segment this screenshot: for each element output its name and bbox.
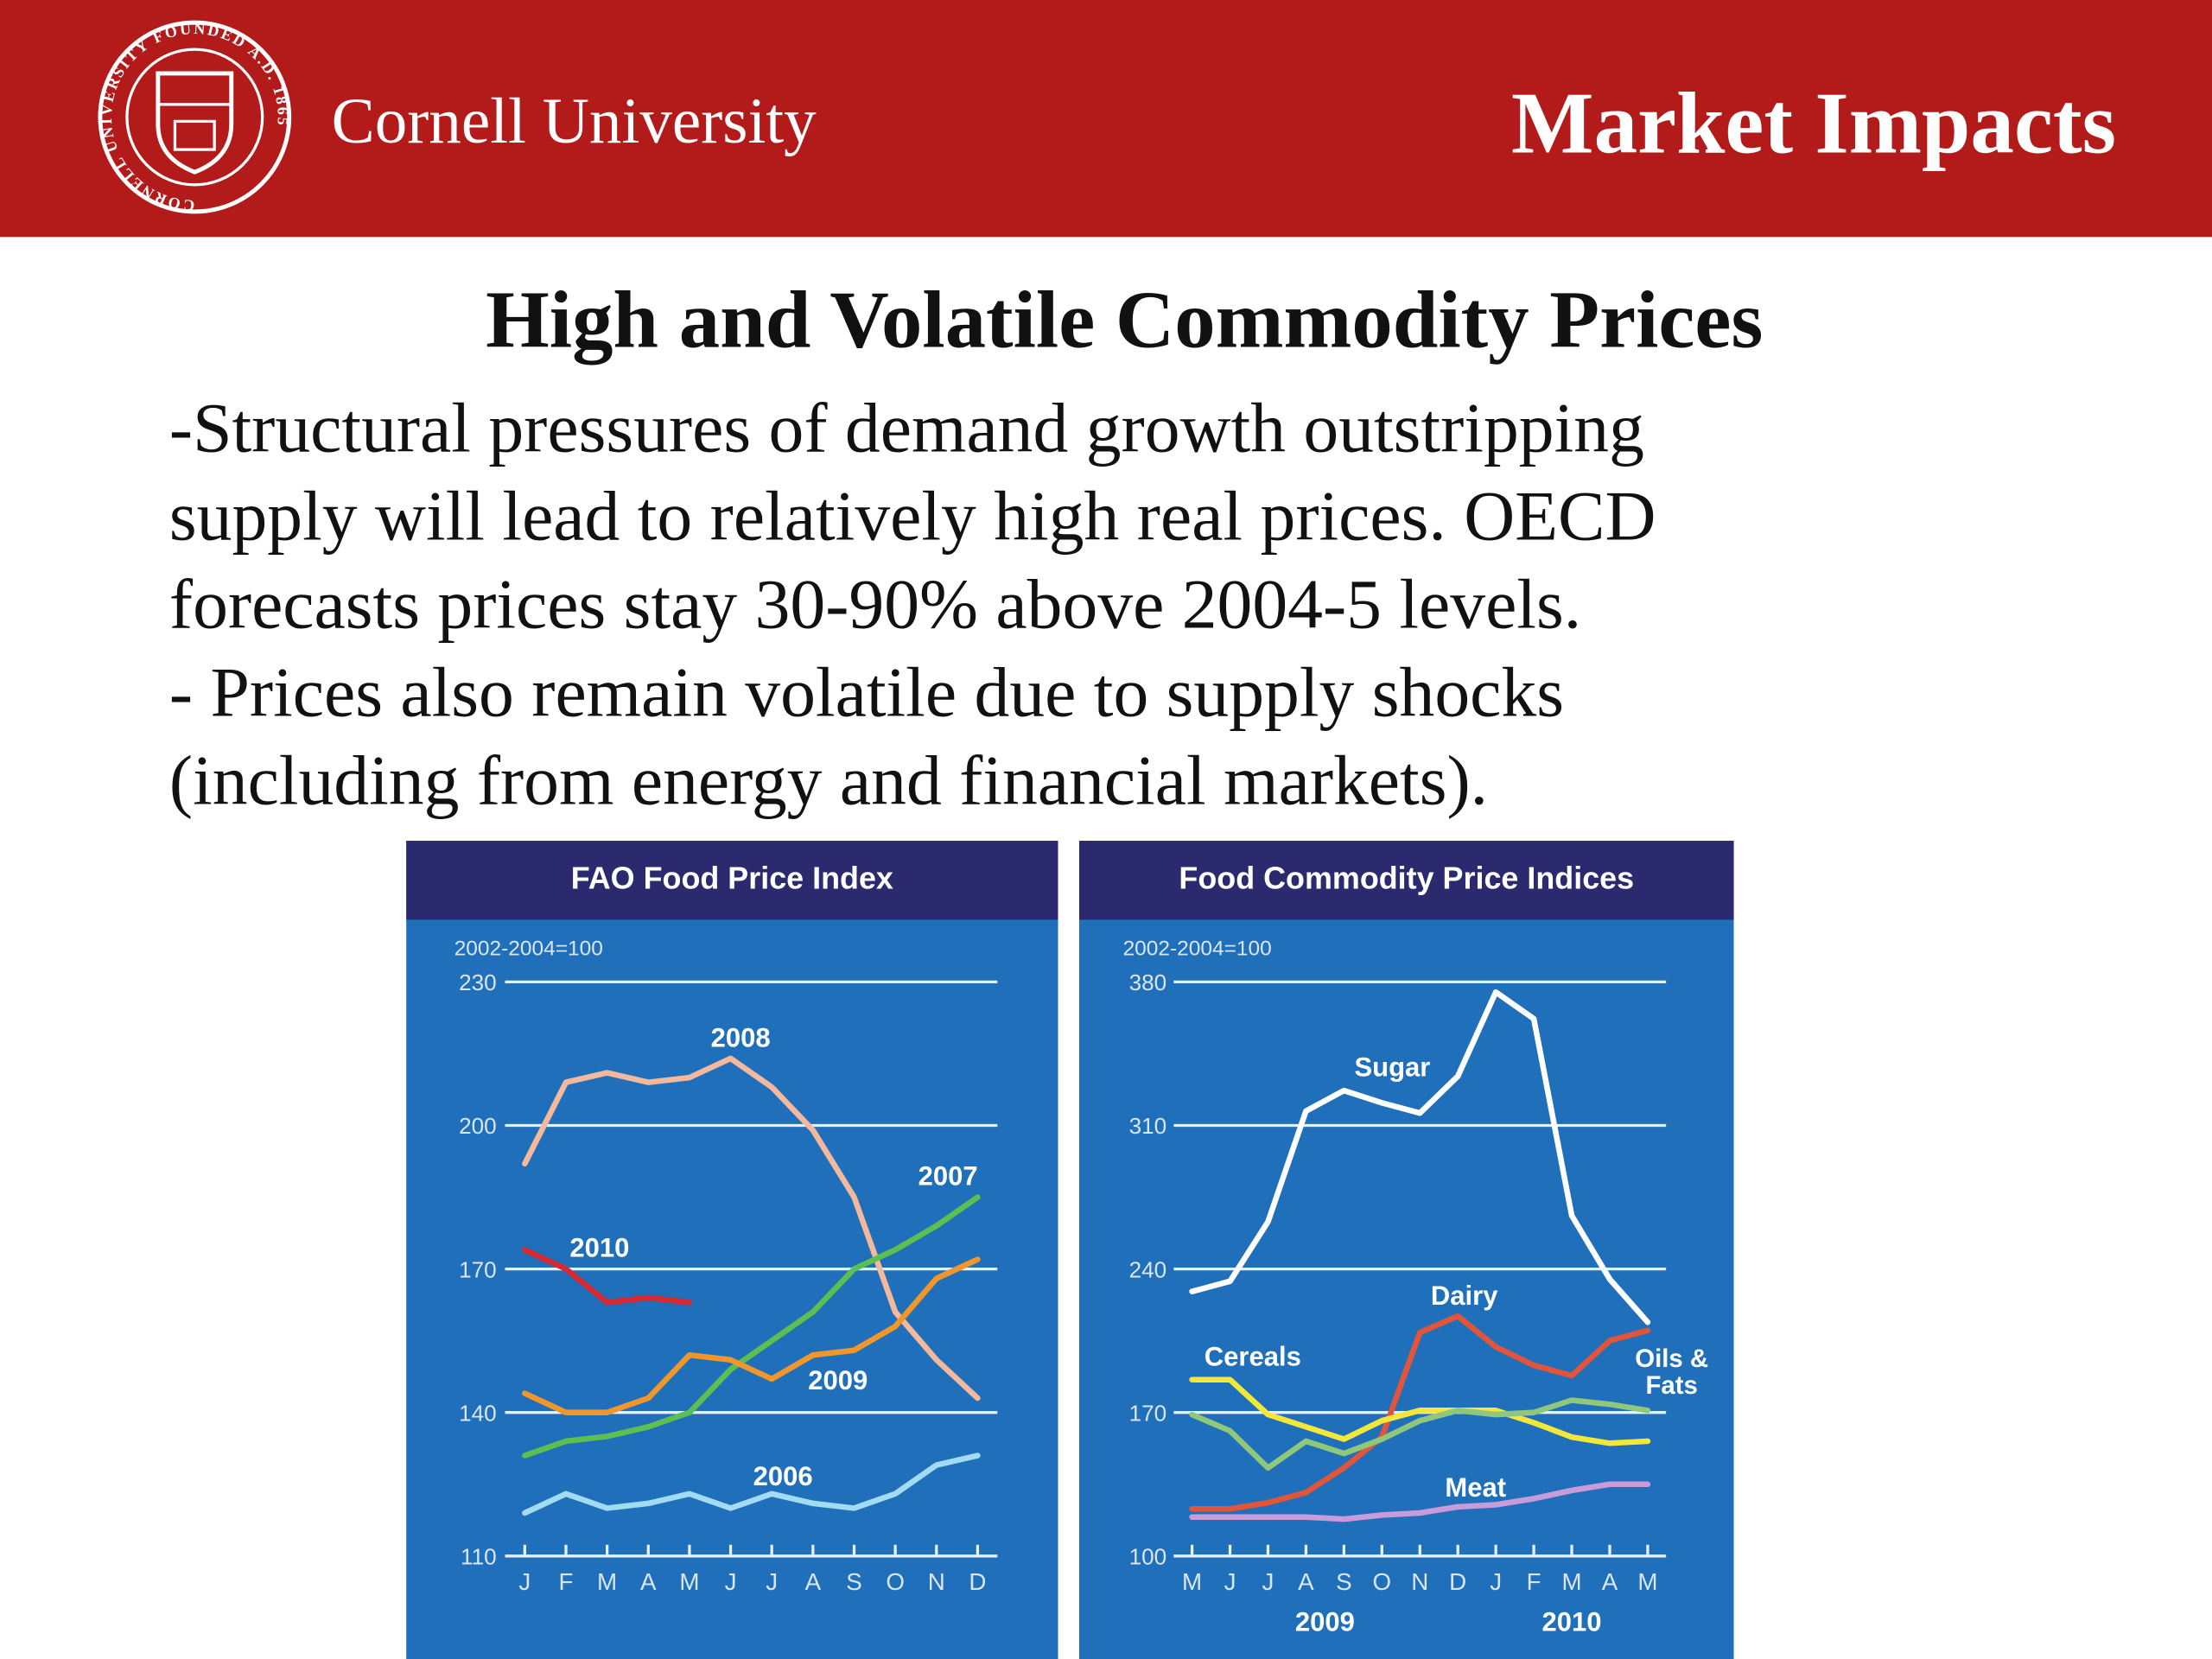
series-label: Dairy [1431, 1281, 1498, 1311]
x-tick-label: N [928, 1568, 945, 1595]
series-line [522, 1194, 981, 1459]
x-tick-label: N [1411, 1568, 1428, 1595]
series-label: 2006 [753, 1461, 813, 1491]
x-tick-label: D [1449, 1568, 1466, 1595]
x-tick-label: J [766, 1568, 778, 1595]
panel-background [406, 841, 1058, 1659]
x-tick-label: O [1373, 1568, 1392, 1595]
x-tick-label: O [886, 1568, 905, 1595]
chart-title: Food Commodity Price Indices [1179, 861, 1634, 896]
y-tick-label: 200 [459, 1113, 497, 1139]
series-label: Meat [1445, 1472, 1506, 1503]
body-line: -Structural pressures of demand growth o… [169, 388, 1644, 467]
x-tick-label: M [597, 1568, 617, 1595]
series-label: 2007 [918, 1160, 978, 1191]
logo-book [173, 119, 216, 151]
y-tick-label: 310 [1129, 1113, 1167, 1139]
x-tick-label: M [1182, 1568, 1202, 1595]
x-tick-label: J [725, 1568, 737, 1595]
body-line: supply will lead to relatively high real… [169, 476, 1656, 555]
x-tick-label: F [1527, 1568, 1541, 1595]
x-tick-label: S [1336, 1568, 1352, 1595]
y-tick-label: 230 [459, 969, 497, 995]
series-line [1189, 1376, 1651, 1446]
y-tick-label: 100 [1129, 1544, 1167, 1570]
chart: Food Commodity Price Indices 2002-2004=10… [1123, 861, 1709, 1637]
x-tick-label: S [846, 1568, 862, 1595]
header-band [0, 0, 2212, 238]
slide-heading: High and Volatile Commodity Prices [486, 276, 1763, 365]
panel-title-bar [1078, 841, 1734, 920]
series-line [1189, 1397, 1651, 1471]
x-tick-label: M [1637, 1568, 1657, 1595]
x-tick-label: A [1298, 1568, 1314, 1595]
body-line: - Prices also remain volatile due to sup… [169, 653, 1564, 732]
x-tick-label: A [1602, 1568, 1618, 1595]
y-tick-label: 110 [461, 1544, 497, 1570]
series-label: Oils & Fats [1635, 1345, 1709, 1400]
x-tick-label: M [1561, 1568, 1581, 1595]
series-label: Cereals [1205, 1341, 1301, 1371]
y-tick-label: 240 [1129, 1256, 1167, 1282]
series-line [522, 1452, 981, 1516]
y-tick-label: 380 [1129, 969, 1167, 995]
chart: FAO Food Price Index 2002-2004=100 110 140 1… [454, 861, 998, 1595]
series-line [1189, 988, 1651, 1325]
logo-inner-ring [125, 48, 264, 187]
slide-title: Market Impacts [1511, 74, 2116, 171]
x-tick-label: J [518, 1568, 531, 1595]
y-tick-label: 140 [459, 1400, 497, 1426]
institution-name: Cornell University [332, 86, 817, 157]
x-tick-label: F [559, 1568, 574, 1595]
y-tick-label: 170 [459, 1256, 497, 1282]
body-line: (including from energy and financial mar… [169, 741, 1488, 820]
x-tick-label: D [969, 1568, 986, 1595]
series-line [1189, 1481, 1651, 1522]
series-label-box: Oils & Fats [1635, 1345, 1709, 1400]
x-tick-label: J [1224, 1568, 1236, 1595]
x-tick-label: J [1262, 1568, 1274, 1595]
panel-title-bar [406, 841, 1058, 920]
logo-shield [156, 71, 234, 175]
chart-panel [1078, 841, 1734, 1659]
series-line [1189, 1313, 1651, 1512]
series-label: 2009 [808, 1365, 868, 1395]
x-tick-label: A [805, 1568, 822, 1595]
series-label: 2010 [569, 1233, 629, 1263]
x-tick-label: M [679, 1568, 699, 1595]
chart-title: FAO Food Price Index [571, 861, 893, 896]
y-axis-unit: 2002-2004=100 [1123, 937, 1272, 960]
y-tick-label: 170 [1129, 1400, 1167, 1426]
series-line [522, 1256, 981, 1415]
x-group-label: 2009 [1295, 1606, 1355, 1637]
logo-outer-ring [98, 20, 292, 214]
body-text: -Structural pressures of demand growth o… [169, 388, 1656, 819]
y-axis-unit: 2002-2004=100 [454, 937, 603, 960]
x-group-label: 2010 [1542, 1606, 1602, 1637]
series-label: 2008 [711, 1022, 771, 1052]
chart-panel [406, 841, 1058, 1659]
panel-background [1078, 841, 1734, 1659]
x-tick-label: J [1490, 1568, 1502, 1595]
body-line: forecasts prices stay 30-90% above 2004-… [169, 565, 1581, 644]
series-line [522, 1247, 693, 1306]
series-label: Sugar [1354, 1052, 1430, 1083]
x-tick-label: A [640, 1568, 657, 1595]
